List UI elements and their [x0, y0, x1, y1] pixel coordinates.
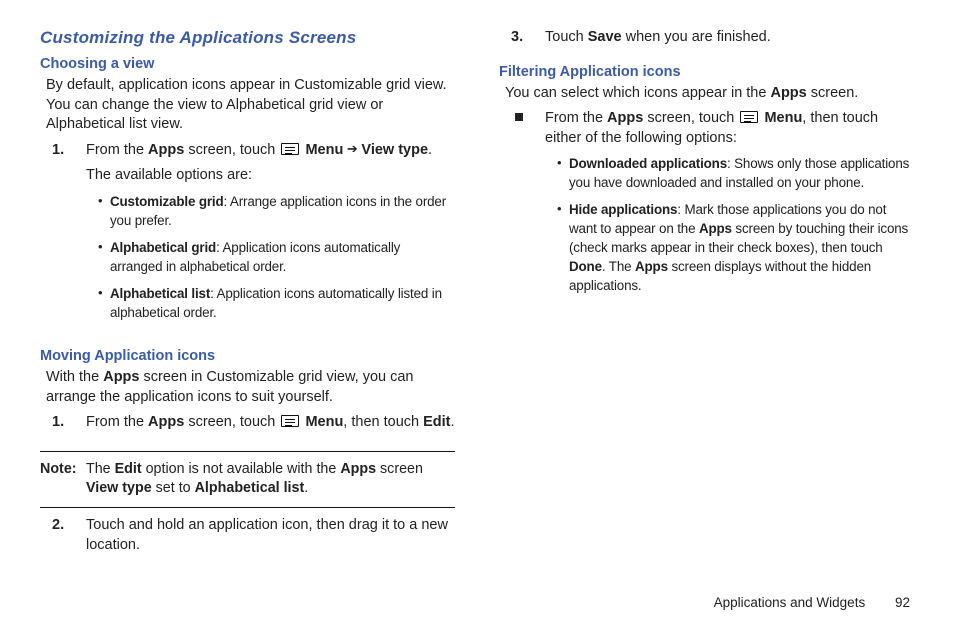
manual-page: Customizing the Applications Screens Cho…	[0, 0, 954, 636]
text-columns: Customizing the Applications Screens Cho…	[40, 28, 914, 573]
step-text: From the Apps screen, touch Menu, then t…	[86, 414, 455, 430]
step-number: 1.	[52, 141, 64, 161]
step-text: Touch and hold an application icon, then…	[86, 517, 448, 553]
filtering-options: Downloaded applications: Shows only thos…	[545, 154, 914, 303]
step-number: 2.	[52, 516, 64, 536]
filtering-square-list: From the Apps screen, touch Menu, then t…	[499, 109, 914, 313]
filtering-item: From the Apps screen, touch Menu, then t…	[539, 109, 914, 313]
square-bullet-icon	[515, 113, 523, 121]
menu-icon	[281, 415, 299, 427]
step-number: 1.	[52, 413, 64, 433]
option-customizable-grid: Customizable grid: Arrange application i…	[98, 192, 455, 238]
filtering-intro: You can select which icons appear in the…	[505, 84, 914, 104]
item-text: From the Apps screen, touch Menu, then t…	[545, 110, 878, 146]
moving-step-2: 2. Touch and hold an application icon, t…	[80, 516, 455, 563]
option-alphabetical-grid: Alphabetical grid: Application icons aut…	[98, 238, 455, 284]
note-text: Note: The Edit option is not available w…	[40, 452, 455, 507]
step-text: From the Apps screen, touch Menu ➔ View …	[86, 142, 432, 158]
page-footer: Applications and Widgets 92	[714, 595, 910, 610]
option-downloaded-applications: Downloaded applications: Shows only thos…	[557, 154, 914, 200]
subheading-moving: Moving Application icons	[40, 348, 455, 364]
moving-steps-a: 1. From the Apps screen, touch Menu, the…	[40, 413, 455, 441]
choosing-step-1: 1. From the Apps screen, touch Menu ➔ Vi…	[80, 141, 455, 340]
menu-icon	[281, 143, 299, 155]
menu-icon	[740, 111, 758, 123]
note-rule-bottom	[40, 507, 455, 508]
step-number: 3.	[511, 28, 523, 48]
moving-step-3: 3. Touch Save when you are finished.	[539, 28, 914, 56]
footer-chapter: Applications and Widgets	[714, 595, 866, 610]
subheading-filtering: Filtering Application icons	[499, 64, 914, 80]
moving-intro: With the Apps screen in Customizable gri…	[46, 368, 455, 407]
step-subtext: The available options are:	[86, 166, 455, 186]
note-block: Note: The Edit option is not available w…	[40, 451, 455, 508]
option-alphabetical-list: Alphabetical list: Application icons aut…	[98, 284, 455, 330]
choosing-intro: By default, application icons appear in …	[46, 76, 455, 135]
option-hide-applications: Hide applications: Mark those applicatio…	[557, 200, 914, 303]
footer-page-number: 92	[895, 595, 910, 610]
moving-step-1: 1. From the Apps screen, touch Menu, the…	[80, 413, 455, 441]
choosing-steps: 1. From the Apps screen, touch Menu ➔ Vi…	[40, 141, 455, 340]
subheading-choosing: Choosing a view	[40, 56, 455, 72]
choosing-options: Customizable grid: Arrange application i…	[86, 192, 455, 330]
step-text: Touch Save when you are finished.	[545, 29, 771, 45]
section-title: Customizing the Applications Screens	[40, 28, 455, 48]
